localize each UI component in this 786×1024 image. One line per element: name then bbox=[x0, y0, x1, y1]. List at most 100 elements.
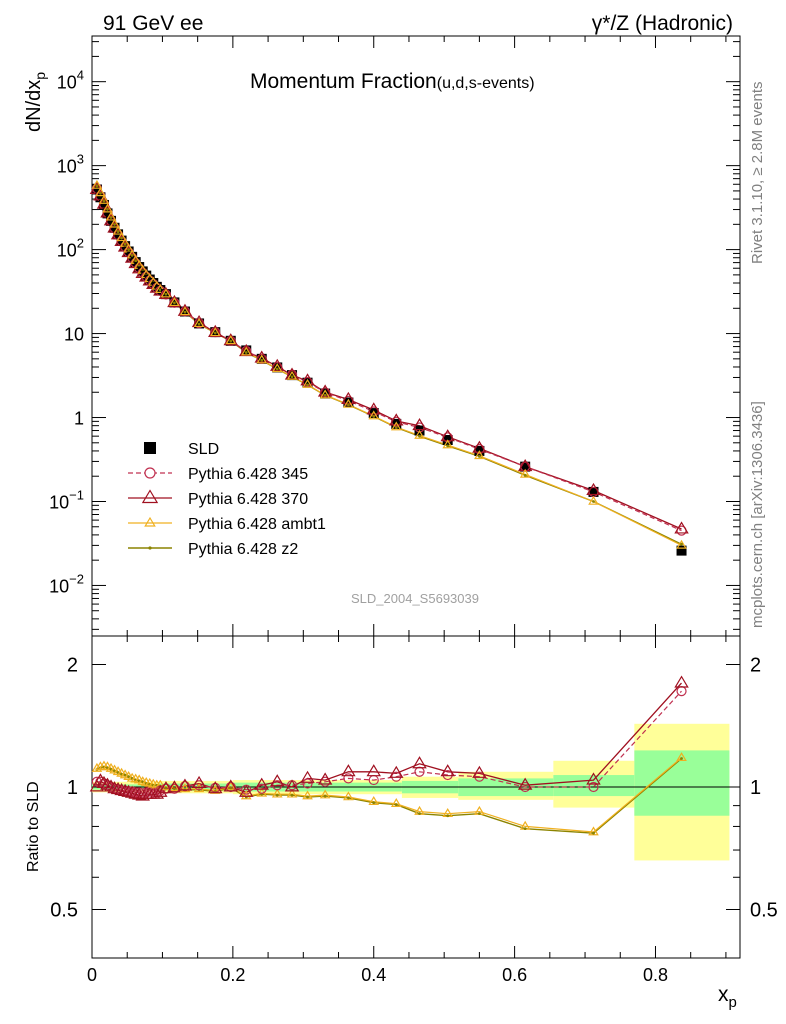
point-z2 bbox=[306, 383, 309, 387]
point-z2 bbox=[229, 339, 233, 343]
point-z2 bbox=[113, 223, 116, 226]
sld-point bbox=[106, 215, 117, 226]
ratio-point-z2 bbox=[523, 827, 527, 831]
ratio-point-z2 bbox=[229, 786, 233, 790]
sld-point bbox=[391, 418, 402, 429]
point-z2 bbox=[134, 259, 138, 263]
sld-point bbox=[127, 251, 138, 262]
ratio-point-z2 bbox=[372, 801, 376, 805]
y-main-tick-label: 103 bbox=[57, 152, 84, 177]
point-370 bbox=[223, 333, 238, 346]
x-tick-label: 0.6 bbox=[502, 965, 527, 985]
sld-point bbox=[98, 199, 109, 210]
ratio-point-z2 bbox=[446, 814, 450, 818]
ratio-point-ambt1 bbox=[588, 826, 599, 836]
sld-point bbox=[320, 388, 331, 399]
legend-label: Pythia 6.428 ambt1 bbox=[188, 516, 326, 533]
ratio-point-345 bbox=[343, 773, 354, 784]
y-ratio-tick-label-left: 2 bbox=[67, 655, 78, 677]
ratio-point-ambt1 bbox=[390, 797, 402, 807]
ratio-point-z2 bbox=[275, 793, 279, 797]
sld-point bbox=[95, 192, 106, 203]
legend-marker-ambt1 bbox=[144, 516, 156, 527]
ratio-point-ambt1 bbox=[271, 788, 283, 798]
ratio-point-ambt1 bbox=[154, 779, 166, 789]
point-ambt1 bbox=[240, 346, 252, 356]
mcplots-label: mcplots.cern.ch [arXiv:1306.3436] bbox=[749, 401, 766, 628]
sld-point bbox=[287, 370, 298, 381]
point-ambt1 bbox=[256, 354, 268, 364]
point-z2 bbox=[197, 322, 201, 326]
y-main-tick-label: 102 bbox=[57, 236, 84, 261]
main-series bbox=[89, 179, 689, 556]
point-370 bbox=[366, 402, 381, 415]
sld-point bbox=[102, 208, 113, 219]
point-370 bbox=[389, 413, 404, 426]
point-ambt1 bbox=[119, 237, 131, 247]
ratio-series bbox=[89, 675, 689, 836]
y-main-tick-label: 10−2 bbox=[49, 571, 84, 596]
y-main-tick-label: 10 bbox=[64, 325, 84, 345]
point-ambt1 bbox=[116, 232, 127, 242]
sld-point bbox=[241, 345, 252, 356]
analysis-watermark: SLD_2004_S5693039 bbox=[351, 591, 479, 606]
ratio-point-z2 bbox=[477, 812, 481, 816]
point-z2 bbox=[680, 542, 683, 546]
point-370 bbox=[239, 343, 254, 357]
sld-point bbox=[109, 222, 120, 233]
point-z2 bbox=[372, 415, 376, 418]
point-z2 bbox=[323, 393, 327, 397]
ratio-point-z2 bbox=[592, 831, 595, 835]
sld-point bbox=[343, 397, 354, 408]
x-tick-label: 0.2 bbox=[220, 965, 245, 985]
point-z2 bbox=[164, 292, 168, 296]
legend-marker-sld bbox=[144, 442, 156, 454]
legend: SLD Pythia 6.428 345 Pythia 6.428 370 Pythi… bbox=[128, 441, 326, 558]
point-ambt1 bbox=[95, 187, 106, 197]
header-left: 91 GeV ee bbox=[103, 12, 203, 35]
ratio-point-370 bbox=[412, 756, 427, 769]
ratio-point-ambt1 bbox=[286, 788, 298, 798]
ratio-point-370 bbox=[586, 772, 601, 785]
point-ambt1 bbox=[98, 194, 110, 204]
point-ambt1 bbox=[160, 288, 172, 298]
point-370 bbox=[254, 350, 269, 363]
point-z2 bbox=[260, 358, 264, 362]
y-ratio-tick-label-right: 1 bbox=[750, 777, 761, 799]
point-z2 bbox=[102, 199, 106, 203]
sld-point bbox=[272, 362, 283, 373]
ratio-point-ambt1 bbox=[368, 796, 380, 806]
point-ambt1 bbox=[676, 539, 687, 549]
header-right: γ*/Z (Hadronic) bbox=[592, 12, 733, 35]
point-370 bbox=[674, 521, 689, 534]
point-z2 bbox=[95, 184, 99, 188]
ratio-point-ambt1 bbox=[302, 790, 313, 800]
point-ambt1 bbox=[286, 370, 298, 380]
y-main-tick-label: 104 bbox=[57, 68, 84, 93]
ratio-point-z2 bbox=[418, 812, 421, 816]
point-ambt1 bbox=[154, 284, 166, 294]
y-ratio-tick-label-left: 1 bbox=[67, 777, 78, 799]
ratio-point-ambt1 bbox=[95, 761, 106, 771]
ratio-point-345 bbox=[676, 686, 687, 697]
sld-point bbox=[91, 184, 102, 195]
series-line-345 bbox=[96, 188, 682, 532]
point-370 bbox=[412, 417, 427, 431]
point-z2 bbox=[130, 253, 134, 257]
ratio-point-370 bbox=[208, 781, 223, 794]
band-inner-5 bbox=[553, 775, 635, 797]
point-ambt1 bbox=[368, 410, 380, 420]
point-z2 bbox=[394, 426, 398, 429]
ratio-point-z2 bbox=[173, 787, 176, 791]
ratio-point-z2 bbox=[164, 786, 168, 790]
ratio-point-370 bbox=[177, 778, 193, 791]
rivet-label: Rivet 3.1.10, ≥ 2.8M events bbox=[749, 82, 766, 265]
point-ambt1 bbox=[343, 398, 354, 408]
point-370 bbox=[158, 286, 174, 299]
ratio-point-370 bbox=[284, 779, 300, 792]
ratio-point-370 bbox=[153, 784, 168, 797]
ratio-point-ambt1 bbox=[343, 791, 354, 801]
point-ambt1 bbox=[474, 450, 485, 460]
sld-point bbox=[302, 377, 313, 388]
